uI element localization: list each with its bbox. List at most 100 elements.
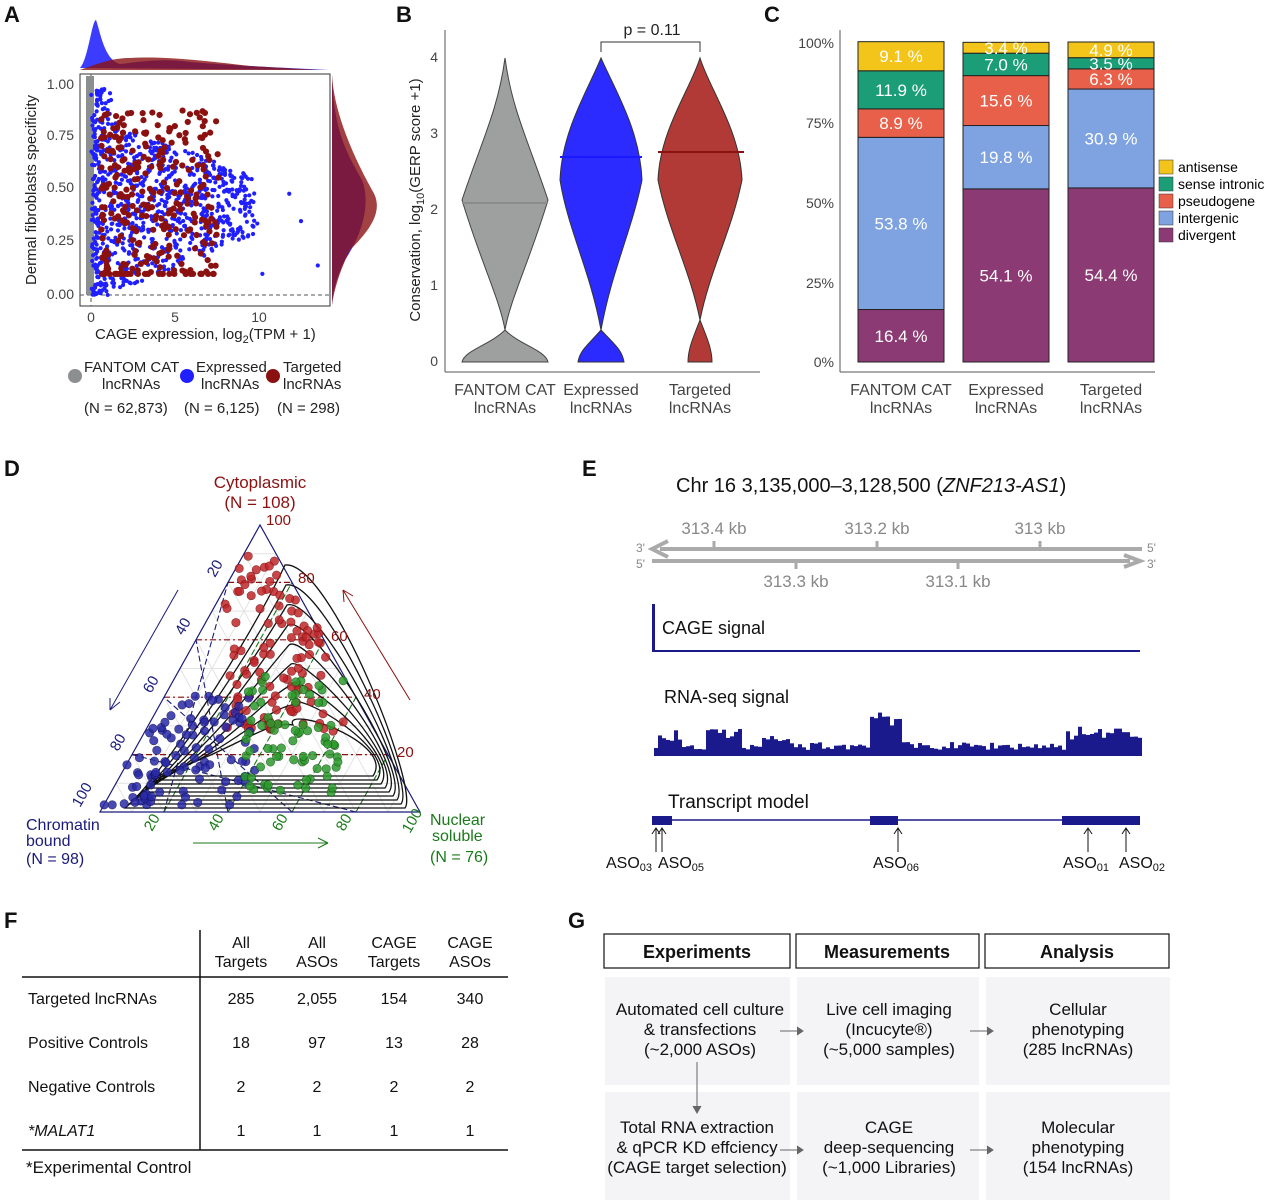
rnaseq-bar: [670, 740, 674, 756]
bar-label: 9.1 %: [879, 47, 922, 66]
targeted-point: [182, 129, 189, 137]
expressed-point: [250, 223, 255, 228]
rnaseq-bar: [942, 746, 946, 756]
e-axis-left-arrow: [647, 539, 669, 559]
expressed-point: [250, 231, 256, 237]
chromatin-point: [174, 724, 184, 734]
targeted-point: [128, 109, 135, 117]
expressed-point: [102, 276, 107, 281]
targeted-point: [193, 191, 200, 198]
nuclear-point: [327, 783, 337, 793]
rnaseq-bar: [926, 745, 930, 756]
rnaseq-bar: [1022, 747, 1026, 756]
d-ltick-80: 80: [107, 731, 130, 754]
chromatin-point: [119, 799, 129, 809]
chromatin-point: [228, 715, 238, 725]
nuclear-point: [322, 771, 332, 781]
expressed-point: [123, 174, 129, 179]
f-cell: 2: [466, 1079, 475, 1096]
rnaseq-bar: [1086, 734, 1090, 756]
bar-label: 6.3 %: [1089, 70, 1132, 89]
targeted-point: [178, 260, 185, 268]
expressed-point: [115, 203, 121, 208]
expressed-point: [126, 161, 131, 166]
expressed-point: [174, 152, 179, 157]
pvalue-bracket: [600, 41, 701, 52]
targeted-point: [213, 223, 220, 230]
bar-intergenic: [962, 125, 1050, 190]
rnaseq-bar: [1002, 745, 1006, 756]
targeted-point: [158, 222, 166, 229]
expressed-point: [113, 180, 118, 185]
chromatin-point: [191, 743, 201, 753]
expressed-point: [110, 280, 115, 285]
chromatin-point: [177, 800, 187, 810]
targeted-point: [148, 204, 156, 211]
rnaseq-bar: [1066, 731, 1070, 756]
nuclear-point: [275, 785, 285, 795]
rnaseq-bar: [678, 739, 682, 756]
expressed-point: [174, 231, 179, 236]
g-r2c3-2: phenotyping: [1032, 1138, 1125, 1157]
aso01-label: ASO01: [1063, 855, 1109, 874]
nuclear-point: [308, 751, 318, 761]
targeted-point: [190, 210, 197, 217]
rnaseq-bar: [994, 748, 998, 756]
nuclear-point: [298, 720, 308, 730]
expressed-point: [213, 180, 218, 185]
targeted-point: [123, 186, 130, 193]
expressed-point: [117, 223, 122, 228]
targeted-point: [176, 132, 183, 139]
cytoplasmic-point: [229, 650, 239, 660]
rnaseq-bar: [1046, 747, 1050, 756]
rnaseq-bar: [710, 729, 714, 756]
fantom-column: [86, 76, 94, 295]
rnaseq-bar: [898, 718, 902, 756]
expressed-point: [135, 199, 140, 204]
rnaseq-bar: [722, 729, 726, 756]
targeted-point: [101, 254, 108, 261]
rnaseq-bar: [1106, 732, 1110, 756]
chromatin-point: [194, 774, 204, 784]
f-h1b: Targets: [215, 954, 267, 971]
expressed-point: [102, 106, 107, 111]
chromatin-point: [134, 770, 144, 780]
expressed-point: [216, 168, 222, 173]
f-h2a: All: [308, 935, 326, 952]
g-r1c2-3: (~5,000 samples): [823, 1040, 955, 1059]
rnaseq-bar: [1062, 749, 1066, 756]
rnaseq-bar: [810, 743, 814, 756]
chromatin-point: [215, 734, 225, 744]
expressed-point: [133, 257, 138, 262]
rnaseq-bar: [774, 739, 778, 756]
chromatin-point: [193, 798, 203, 808]
targeted-point: [200, 181, 207, 188]
expressed-point: [92, 163, 97, 168]
f-cell: 1: [390, 1123, 399, 1140]
f-h4a: CAGE: [447, 935, 492, 952]
expressed-point: [120, 246, 125, 251]
rnaseq-bar: [910, 744, 914, 756]
panel-f-table: All Targets All ASOs CAGE Targets CAGE A…: [22, 930, 508, 1177]
rnaseq-bar: [686, 746, 690, 756]
chromatin-point: [122, 760, 132, 770]
targeted-point: [157, 147, 164, 154]
c-ytick-100: 100%: [798, 35, 834, 51]
cytoplasmic-point: [321, 652, 331, 662]
targeted-point: [214, 151, 221, 158]
targeted-point: [127, 270, 134, 277]
expressed-point: [178, 228, 183, 233]
rnaseq-bar: [914, 747, 918, 756]
targeted-point: [98, 164, 105, 171]
expressed-point: [108, 97, 114, 103]
targeted-point: [202, 240, 209, 247]
expressed-point: [231, 206, 236, 211]
expressed-point: [204, 186, 210, 191]
chromatin-point: [226, 755, 236, 765]
targeted-point: [199, 144, 207, 152]
rnaseq-bar: [834, 745, 838, 756]
expressed-point: [227, 222, 233, 227]
targeted-point: [105, 180, 113, 187]
a-ylabel: Dermal fibroblasts specificity: [23, 94, 40, 285]
g-arrow-3-head: [796, 1145, 804, 1155]
